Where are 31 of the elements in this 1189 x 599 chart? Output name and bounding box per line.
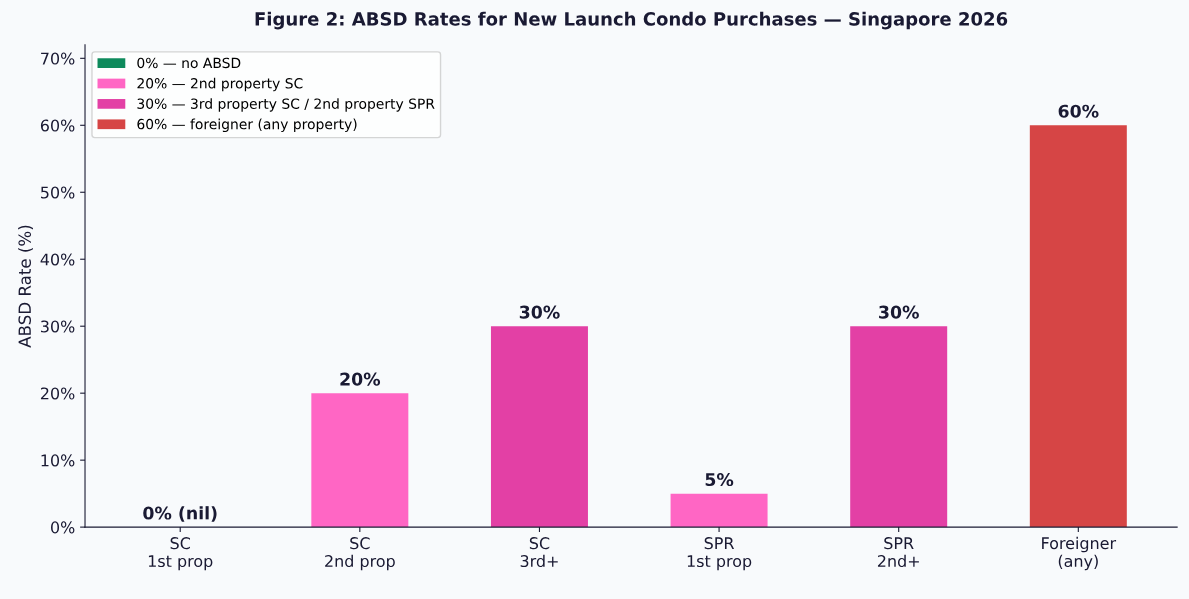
data-label: 30%	[879, 305, 919, 319]
legend-label: 30% — 3rd property SC / 2nd property SPR	[137, 98, 435, 112]
data-label: 20%	[340, 372, 381, 386]
y-tick-label: 30%	[41, 320, 75, 333]
data-label: 5%	[705, 472, 734, 487]
x-tick-label: SC 3rd+	[520, 537, 558, 568]
x-tick-label: SPR 2nd+	[877, 537, 919, 568]
y-tick-label: 10%	[41, 454, 75, 467]
x-tick-label: SC 2nd prop	[325, 537, 395, 571]
y-tick-label: 40%	[40, 253, 75, 266]
y-tick-label: 0%	[51, 521, 75, 534]
y-tick-label: 50%	[41, 186, 75, 199]
legend-label: 60% — foreigner (any property)	[137, 118, 357, 133]
bar	[311, 393, 409, 528]
chart-title: Figure 2: ABSD Rates for New Launch Condo Purchases — Singapore 2026	[255, 11, 1008, 30]
y-tick-label: 20%	[40, 387, 75, 400]
y-tick-label: 70%	[41, 52, 75, 65]
data-label: 0% (nil)	[143, 506, 217, 522]
data-label: 60%	[1058, 104, 1099, 118]
x-tick-label: SPR 1st prop	[687, 537, 752, 571]
x-tick-label: SC 1st prop	[148, 537, 213, 571]
legend-label: 0% — no ABSD	[137, 57, 241, 69]
bar	[490, 326, 588, 528]
legend-label: 20% — 2nd property SC	[137, 77, 303, 92]
bar	[670, 493, 768, 528]
y-axis-title: ABSD Rate (%)	[18, 225, 33, 348]
data-label: 30%	[519, 305, 560, 319]
bar	[1029, 125, 1127, 528]
y-tick-label: 60%	[40, 119, 75, 132]
x-tick-label: Foreigner (any)	[1042, 536, 1117, 571]
bar	[850, 326, 948, 528]
